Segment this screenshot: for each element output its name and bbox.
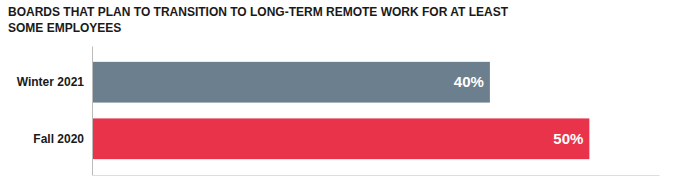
bar bbox=[92, 118, 589, 159]
data-labels: 40% 50% bbox=[454, 73, 584, 147]
data-label: 40% bbox=[454, 73, 484, 90]
chart-container: BOARDS THAT PLAN TO TRANSITION TO LONG-T… bbox=[0, 0, 679, 187]
y-axis-line bbox=[92, 47, 93, 176]
title: BOARDS THAT PLAN TO TRANSITION TO LONG-T… bbox=[8, 5, 509, 19]
y-tick-label: Winter 2021 bbox=[17, 75, 85, 89]
y-tick-label: Fall 2020 bbox=[33, 132, 84, 146]
x-axis bbox=[93, 175, 660, 176]
y-tick: Winter 2021 bbox=[17, 75, 85, 89]
bars bbox=[92, 62, 589, 159]
bar bbox=[92, 62, 490, 103]
x-axis-line bbox=[93, 175, 660, 176]
y-axis: Winter 2021 Fall 2020 bbox=[17, 47, 93, 176]
data-label: 50% bbox=[553, 130, 583, 147]
chart-svg: BOARDS THAT PLAN TO TRANSITION TO LONG-T… bbox=[0, 0, 679, 187]
plot-area: Winter 2021 Fall 2020 40% 50% bbox=[17, 47, 660, 176]
subtitle: SOME EMPLOYEES bbox=[8, 21, 121, 35]
y-tick: Fall 2020 bbox=[33, 132, 84, 146]
